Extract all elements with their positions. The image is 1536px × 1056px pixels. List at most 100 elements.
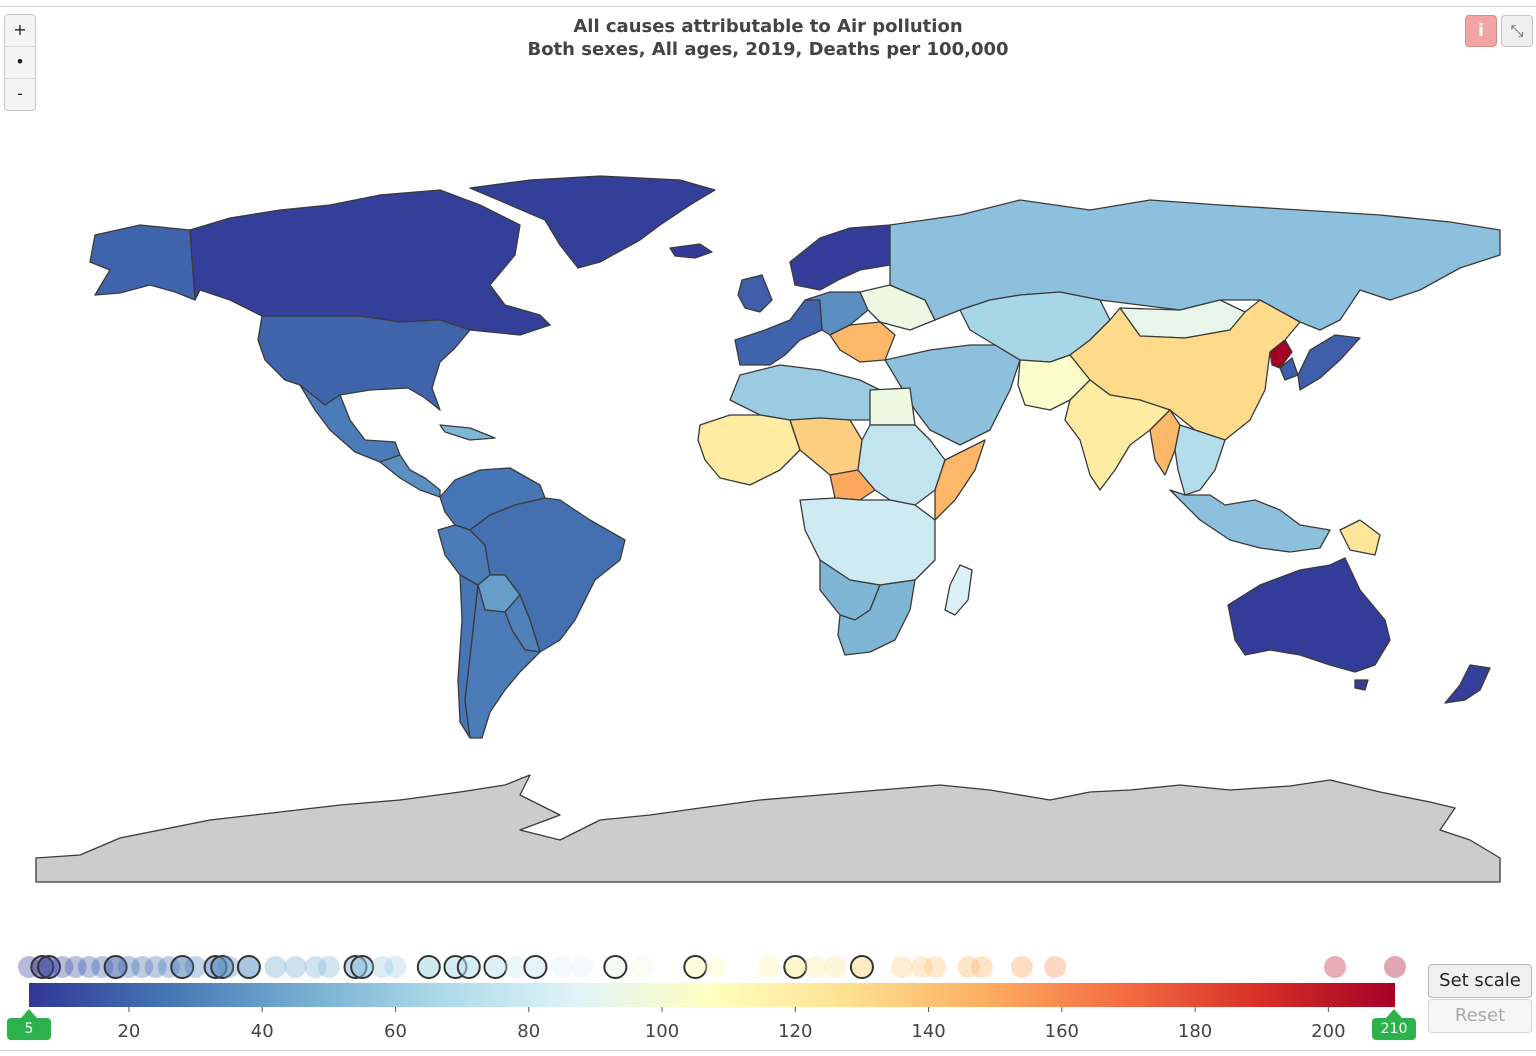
legend-dot[interactable]: [456, 955, 481, 979]
region-north-africa[interactable]: [729, 364, 881, 421]
legend-dot[interactable]: [51, 956, 74, 978]
legend-dot[interactable]: [849, 955, 874, 979]
legend-dot[interactable]: [64, 956, 87, 978]
region-madagascar[interactable]: [944, 564, 973, 616]
legend-dot[interactable]: [264, 956, 287, 978]
legend-dot[interactable]: [103, 955, 128, 979]
legend-dot[interactable]: [1384, 956, 1406, 978]
reset-button[interactable]: Reset: [1428, 999, 1532, 1033]
region-west-africa[interactable]: [697, 414, 801, 486]
region-new-zealand[interactable]: [1444, 664, 1491, 704]
region-indonesia[interactable]: [1169, 489, 1331, 553]
map-title: All causes attributable to Air pollution…: [0, 15, 1536, 61]
legend-dot[interactable]: [210, 955, 235, 979]
legend-dot[interactable]: [551, 956, 574, 978]
info-button[interactable]: i: [1465, 15, 1497, 47]
legend-dot[interactable]: [970, 956, 993, 978]
region-greenland[interactable]: [469, 175, 716, 269]
region-scandinavia[interactable]: [789, 224, 891, 291]
tick-label: 200: [1311, 1021, 1345, 1042]
legend-dot[interactable]: [36, 955, 61, 979]
legend-dot[interactable]: [217, 956, 240, 978]
region-south-korea-japan[interactable]: [1279, 334, 1361, 391]
legend-dot[interactable]: [890, 956, 913, 978]
legend-dot[interactable]: [910, 956, 933, 978]
legend-dot[interactable]: [304, 956, 327, 978]
legend-dot[interactable]: [1044, 956, 1067, 978]
legend-dot[interactable]: [350, 955, 375, 979]
legend-dot[interactable]: [504, 956, 527, 978]
legend-dot[interactable]: [783, 955, 808, 979]
title-line-1: All causes attributable to Air pollution: [573, 16, 963, 37]
tick-label: 40: [251, 1021, 274, 1042]
colorbar-gradient: [29, 983, 1395, 1007]
legend-dot[interactable]: [924, 956, 947, 978]
world-map: [35, 175, 1501, 883]
region-south-africa[interactable]: [837, 579, 916, 656]
legend-dot[interactable]: [683, 955, 708, 979]
region-north-korea[interactable]: [1269, 339, 1293, 369]
legend-dot[interactable]: [131, 956, 154, 978]
region-argentina[interactable]: [464, 584, 541, 739]
legend-dot[interactable]: [483, 955, 508, 979]
region-southeast-asia[interactable]: [1174, 424, 1226, 496]
tick-label: 100: [645, 1021, 679, 1042]
region-alaska[interactable]: [89, 224, 196, 301]
zoom-controls: + • -: [4, 14, 36, 111]
legend-dot[interactable]: [77, 956, 100, 978]
legend-dot[interactable]: [631, 956, 654, 978]
set-scale-button[interactable]: Set scale: [1428, 964, 1532, 998]
legend-dot[interactable]: [757, 956, 780, 978]
region-uk-ireland[interactable]: [737, 274, 773, 313]
region-papua-new-guinea[interactable]: [1339, 519, 1381, 556]
legend-dot[interactable]: [603, 955, 628, 979]
legend-dot[interactable]: [523, 955, 548, 979]
range-max-handle[interactable]: 210: [1372, 1009, 1416, 1040]
legend-dot[interactable]: [284, 956, 307, 978]
region-australia[interactable]: [1227, 557, 1391, 691]
bottom-divider: [0, 1050, 1536, 1051]
legend-dot[interactable]: [317, 956, 340, 978]
tick-label: 180: [1178, 1021, 1212, 1042]
zoom-out-button[interactable]: -: [17, 84, 23, 103]
legend-dot[interactable]: [236, 955, 261, 979]
legend-dot[interactable]: [1010, 956, 1033, 978]
legend-dot[interactable]: [416, 955, 441, 979]
top-divider: [0, 6, 1536, 7]
legend-dot[interactable]: [371, 956, 394, 978]
legend-dot[interactable]: [704, 956, 727, 978]
legend-dot[interactable]: [804, 956, 827, 978]
title-line-2: Both sexes, All ages, 2019, Deaths per 1…: [527, 39, 1009, 60]
region-caribbean[interactable]: [439, 424, 496, 441]
range-min-handle[interactable]: 5: [7, 1009, 51, 1040]
region-mexico[interactable]: [299, 384, 401, 463]
tick-label: 160: [1045, 1021, 1079, 1042]
legend-dot[interactable]: [184, 956, 207, 978]
region-united-states[interactable]: [257, 315, 471, 411]
legend-dot[interactable]: [384, 956, 407, 978]
tick-label: 120: [778, 1021, 812, 1042]
region-balkans[interactable]: [829, 321, 896, 363]
region-middle-east[interactable]: [884, 344, 1021, 446]
tick-label: 140: [911, 1021, 945, 1042]
tick-label: 80: [517, 1021, 540, 1042]
legend-dot[interactable]: [170, 955, 195, 979]
region-somalia[interactable]: [934, 439, 986, 521]
legend-dot[interactable]: [117, 956, 140, 978]
legend-dot[interactable]: [144, 956, 167, 978]
legend-dot[interactable]: [1324, 956, 1347, 978]
legend-dot[interactable]: [571, 956, 594, 978]
region-antarctica[interactable]: [35, 774, 1501, 883]
tick-label: 60: [384, 1021, 407, 1042]
region-india[interactable]: [1064, 379, 1171, 491]
zoom-reset-button[interactable]: •: [5, 47, 35, 79]
region-iceland[interactable]: [669, 243, 713, 259]
region-central-america[interactable]: [379, 454, 441, 498]
region-canada[interactable]: [189, 189, 551, 336]
zoom-in-button[interactable]: +: [5, 15, 35, 47]
region-brazil[interactable]: [469, 497, 626, 653]
collapse-icon[interactable]: ⤡: [1501, 15, 1533, 47]
legend-dot[interactable]: [824, 956, 847, 978]
legend-dot[interactable]: [957, 956, 980, 978]
